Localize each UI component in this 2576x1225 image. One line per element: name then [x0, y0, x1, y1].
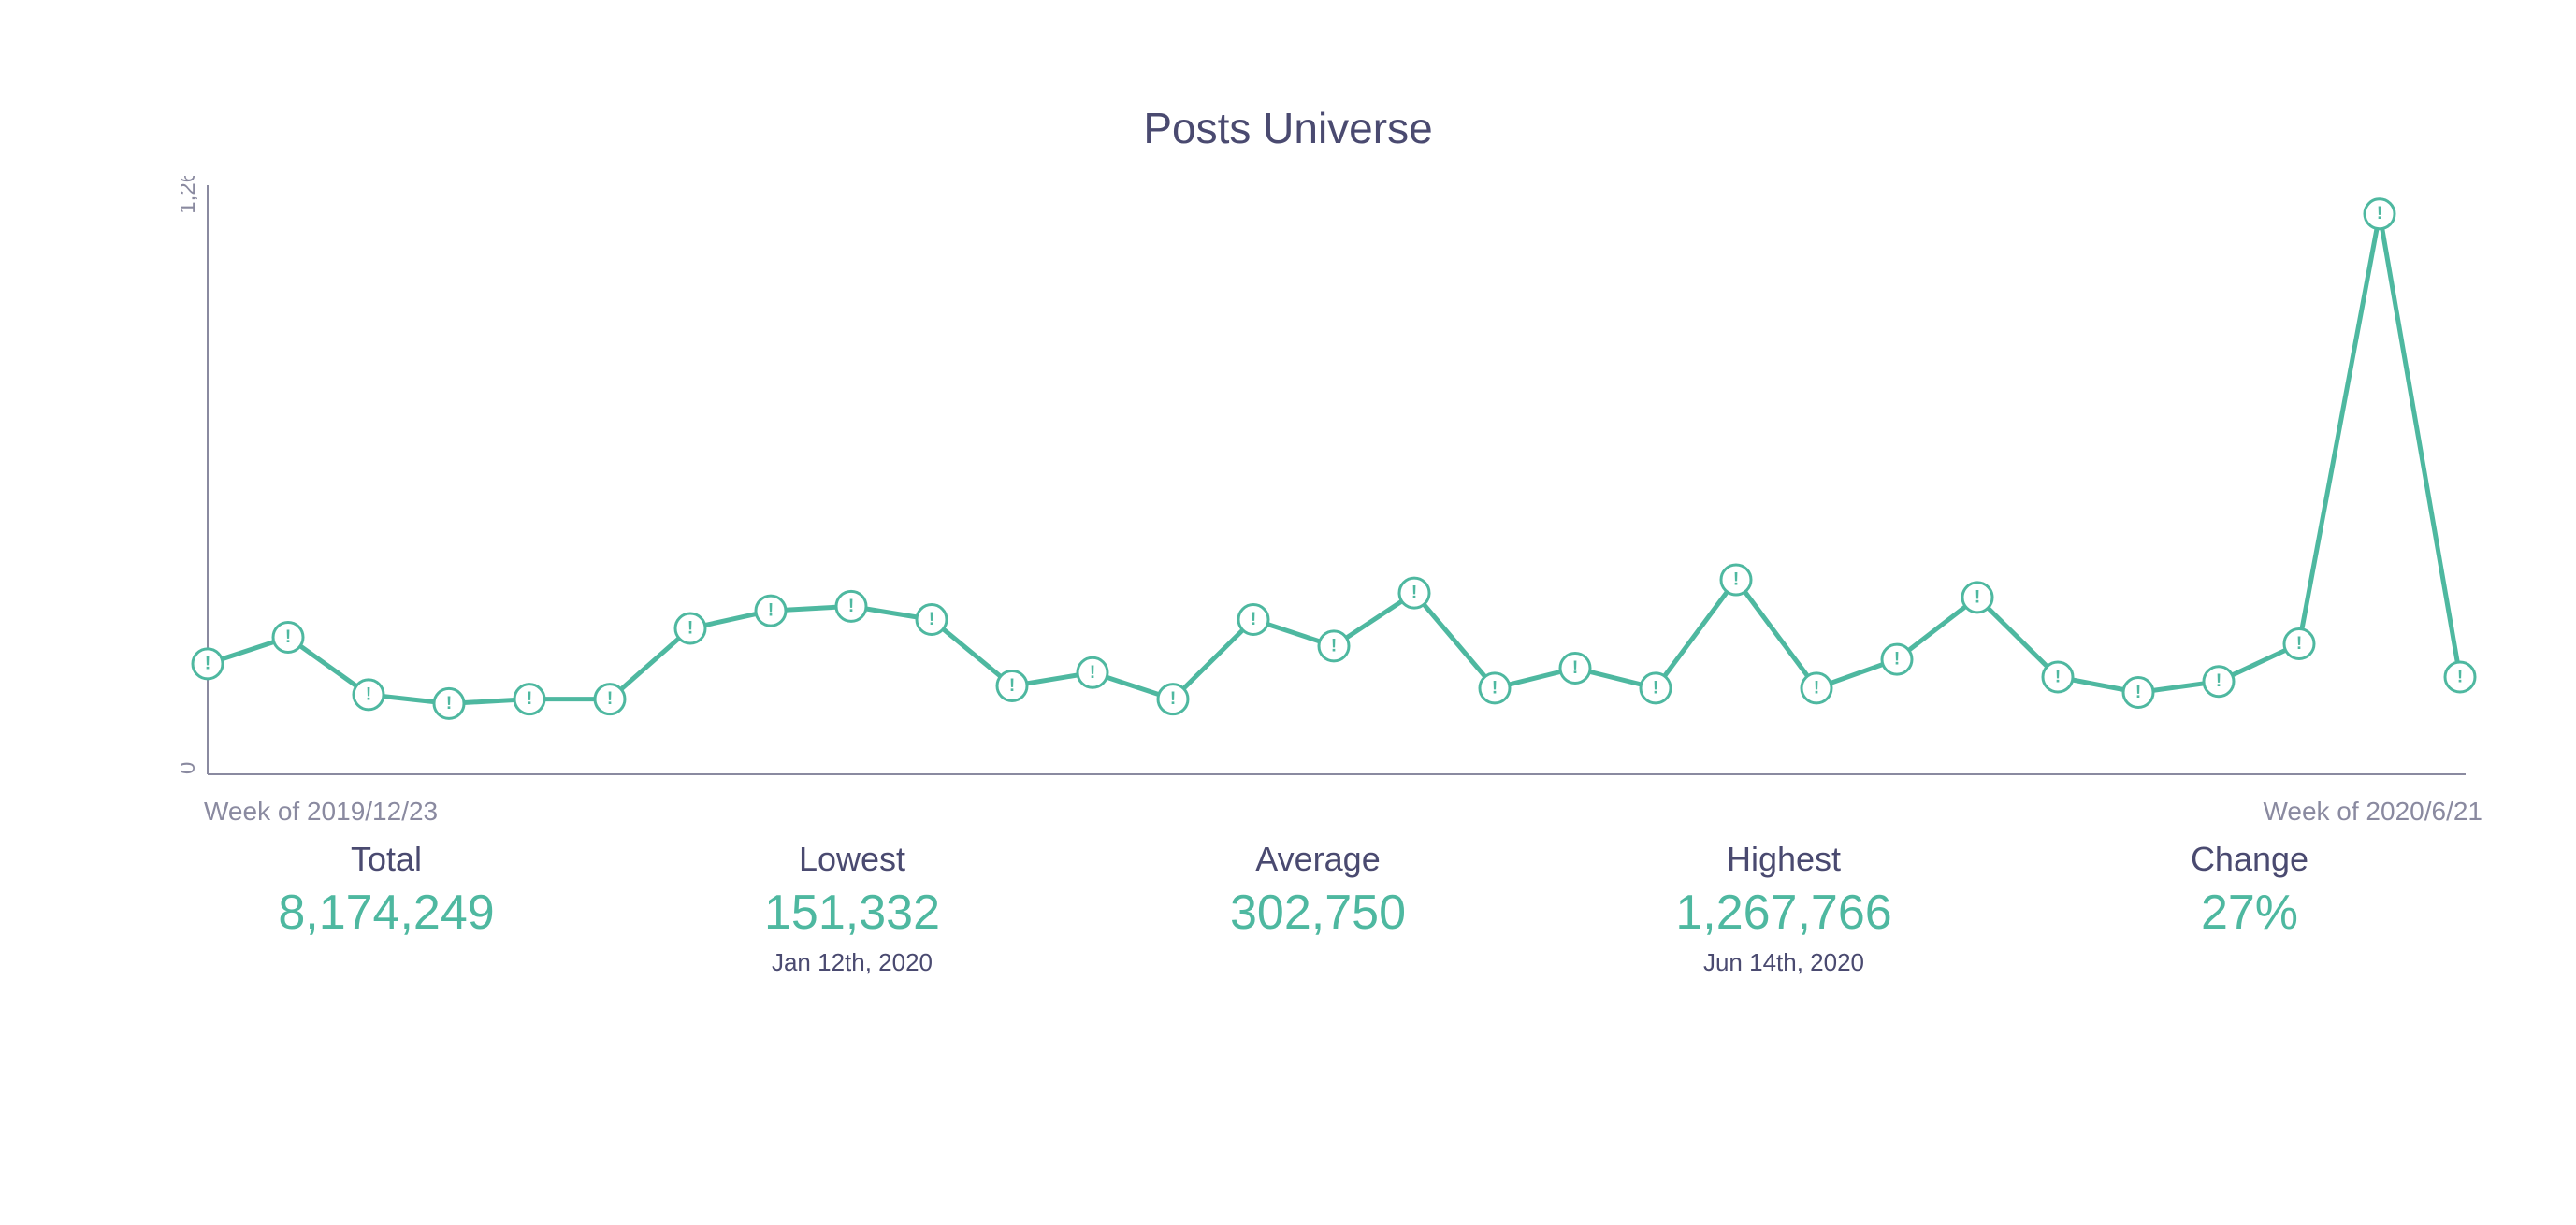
line-chart: 01,267,766!!!!!!!!!!!!!!!!!!!!!!!!!!!!! … — [181, 176, 2482, 789]
x-axis-start-label: Week of 2019/12/23 — [204, 797, 438, 827]
svg-text:0: 0 — [181, 762, 200, 774]
svg-text:!: ! — [687, 619, 693, 639]
stat-lowest-date: Jan 12th, 2020 — [619, 948, 1085, 977]
svg-text:!: ! — [1814, 678, 1819, 698]
svg-text:!: ! — [2296, 634, 2302, 654]
svg-text:!: ! — [1975, 587, 1980, 607]
svg-text:!: ! — [607, 689, 613, 709]
svg-text:1,267,766: 1,267,766 — [181, 176, 200, 214]
svg-text:!: ! — [527, 689, 532, 709]
stat-average: Average 302,750 — [1085, 840, 1551, 977]
stat-lowest-label: Lowest — [619, 840, 1085, 879]
svg-text:!: ! — [1572, 658, 1578, 678]
svg-text:!: ! — [2377, 204, 2382, 223]
stat-change-label: Change — [2017, 840, 2482, 879]
svg-text:!: ! — [1411, 584, 1417, 603]
stat-highest-label: Highest — [1551, 840, 2017, 879]
stat-total-label: Total — [153, 840, 619, 879]
svg-text:!: ! — [366, 685, 371, 704]
svg-text:!: ! — [1170, 689, 1176, 709]
stat-change: Change 27% — [2017, 840, 2482, 977]
stat-total-value: 8,174,249 — [153, 885, 619, 941]
chart-container: Posts Universe 0 1,267,766!!!!!!!!!!!!!!!… — [0, 0, 2576, 1225]
stat-lowest-value: 151,332 — [619, 885, 1085, 941]
stat-total: Total 8,174,249 — [153, 840, 619, 977]
svg-text:!: ! — [2457, 668, 2463, 687]
svg-text:!: ! — [285, 627, 291, 647]
x-axis-end-label: Week of 2020/6/21 — [2263, 797, 2482, 827]
svg-text:!: ! — [2216, 671, 2221, 691]
svg-text:!: ! — [929, 610, 934, 629]
svg-text:!: ! — [1090, 663, 1095, 683]
svg-text:!: ! — [1251, 610, 1256, 629]
svg-text:!: ! — [848, 597, 854, 616]
stat-change-value: 27% — [2017, 885, 2482, 941]
line-chart-svg: 0 1,267,766!!!!!!!!!!!!!!!!!!!!!!!!!!!!! — [181, 176, 2482, 789]
svg-text:!: ! — [1331, 636, 1337, 656]
svg-text:!: ! — [205, 654, 210, 673]
svg-text:!: ! — [1492, 678, 1498, 698]
svg-text:!: ! — [1653, 678, 1658, 698]
svg-text:!: ! — [2135, 683, 2141, 702]
stat-highest-date: Jun 14th, 2020 — [1551, 948, 2017, 977]
svg-text:!: ! — [1894, 650, 1900, 670]
svg-text:!: ! — [2055, 668, 2061, 687]
svg-text:!: ! — [1009, 676, 1015, 696]
stat-average-label: Average — [1085, 840, 1551, 879]
svg-text:!: ! — [446, 694, 452, 713]
chart-title: Posts Universe — [56, 103, 2520, 153]
svg-text:!: ! — [1733, 570, 1739, 590]
stat-average-value: 302,750 — [1085, 885, 1551, 941]
svg-text:!: ! — [768, 601, 774, 621]
stat-highest: Highest 1,267,766 Jun 14th, 2020 — [1551, 840, 2017, 977]
stat-lowest: Lowest 151,332 Jan 12th, 2020 — [619, 840, 1085, 977]
stat-highest-value: 1,267,766 — [1551, 885, 2017, 941]
stats-row: Total 8,174,249 Lowest 151,332 Jan 12th,… — [153, 840, 2482, 977]
